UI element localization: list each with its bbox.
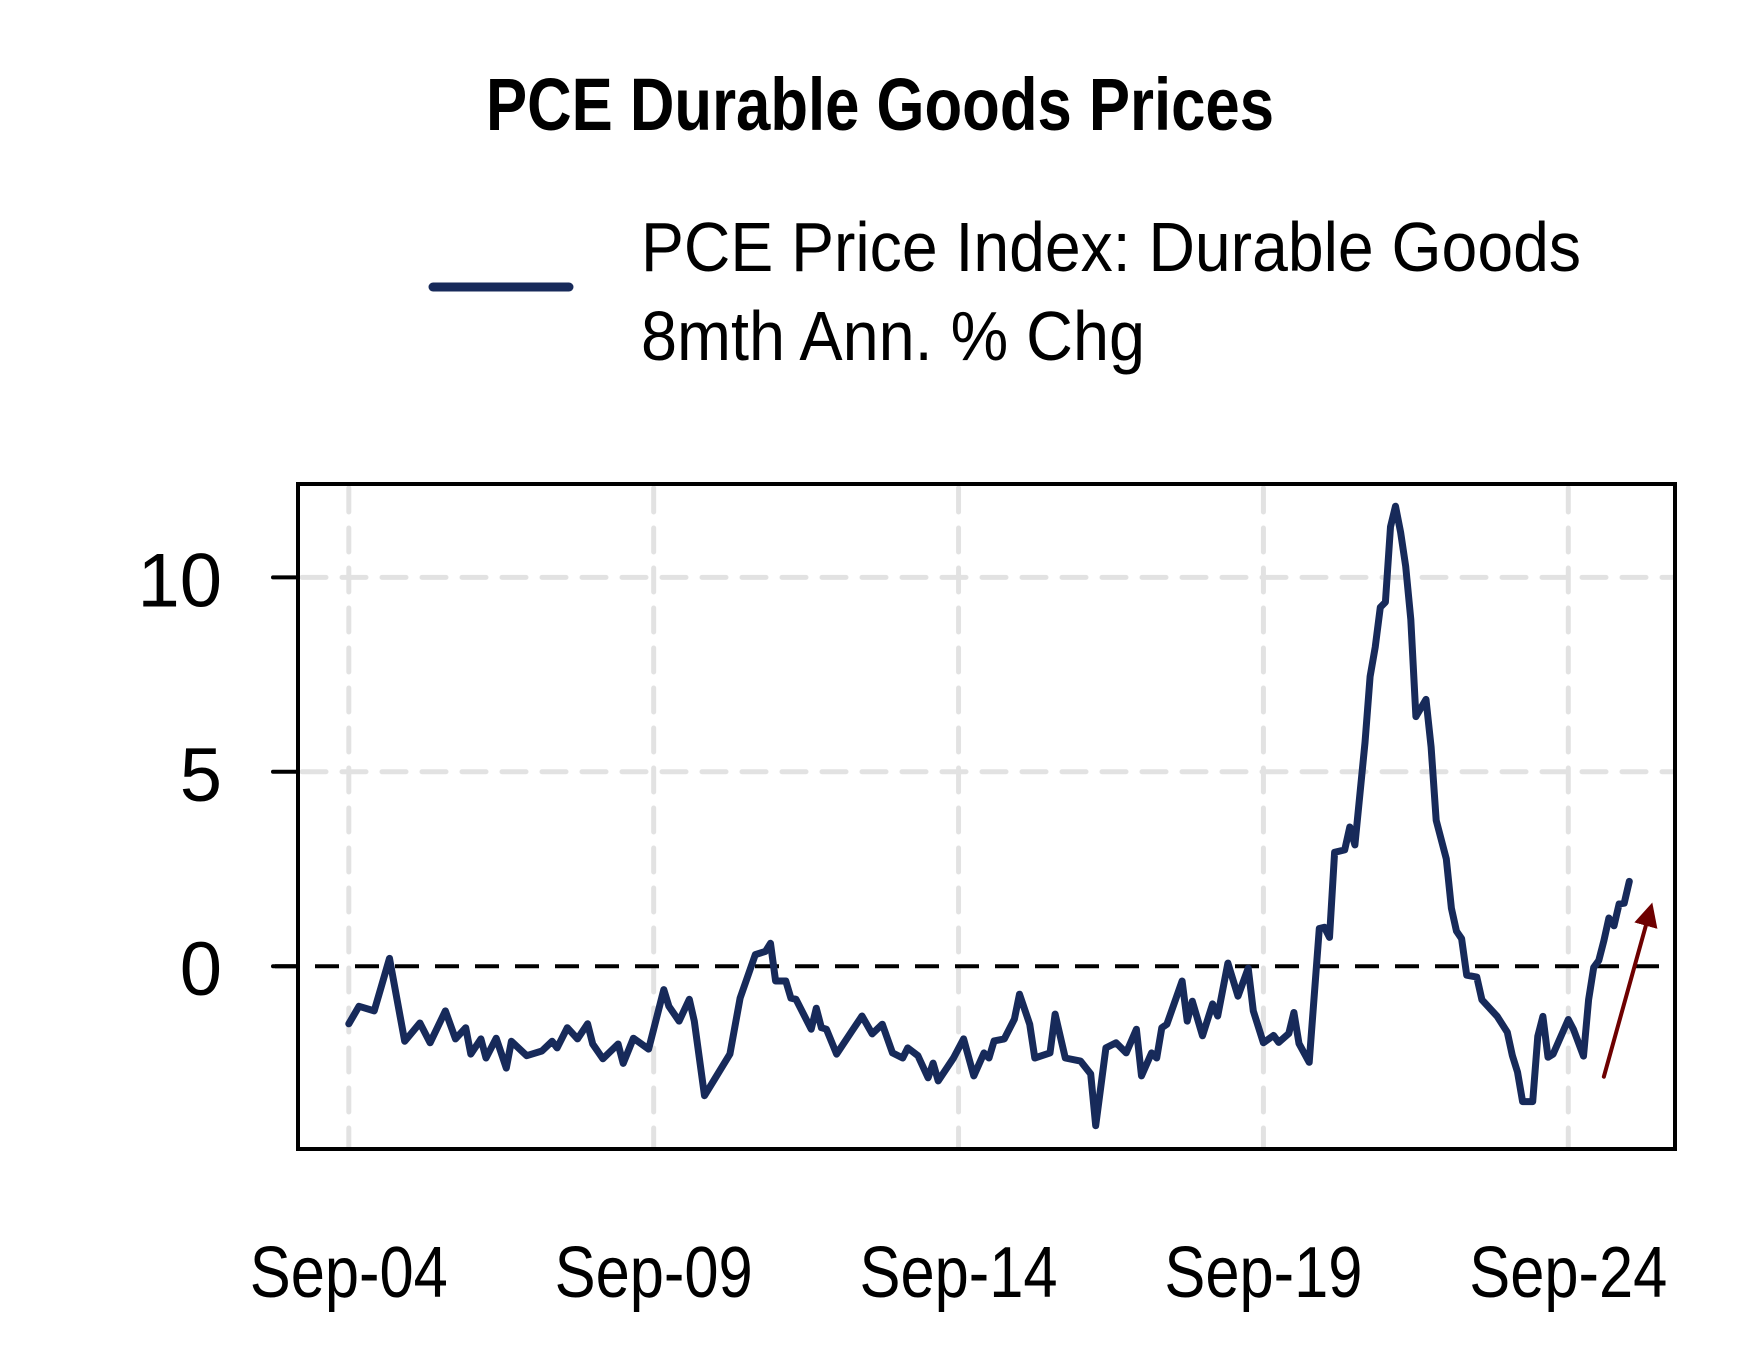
- grid: [299, 485, 1676, 1150]
- x-tick-label: Sep-04: [250, 1233, 448, 1313]
- chart-title: PCE Durable Goods Prices: [486, 63, 1274, 146]
- legend-label-line-2: 8mth Ann. % Chg: [641, 297, 1145, 375]
- y-tick-label: 10: [137, 538, 222, 623]
- y-axis-ticks: 0 5 10: [137, 538, 300, 1012]
- annotations: [1601, 902, 1658, 1079]
- legend: PCE Price Index: Durable Goods 8mth Ann.…: [428, 208, 1581, 375]
- trend-arrow: [1601, 902, 1658, 1079]
- x-tick-label: Sep-09: [555, 1233, 753, 1313]
- plot-frame: [296, 482, 1677, 1151]
- x-tick-label: Sep-19: [1164, 1233, 1362, 1313]
- x-tick-label: Sep-24: [1469, 1233, 1667, 1313]
- y-tick-label: 5: [180, 733, 222, 818]
- x-tick-label: Sep-14: [860, 1233, 1058, 1313]
- axes: [296, 482, 1677, 1151]
- x-axis-ticks: Sep-04 Sep-09 Sep-14 Sep-19 Sep-24: [250, 1233, 1667, 1313]
- y-tick-label: 0: [180, 927, 222, 1012]
- series-layer: [345, 502, 1633, 1130]
- legend-label-line-1: PCE Price Index: Durable Goods: [641, 208, 1581, 286]
- series-line: [345, 502, 1633, 1130]
